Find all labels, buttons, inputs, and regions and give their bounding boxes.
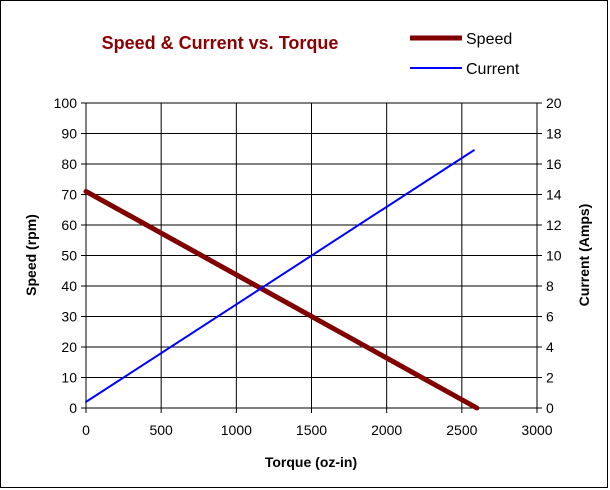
grid xyxy=(86,103,537,408)
series-current-line xyxy=(85,149,475,403)
y2-tick-label: 14 xyxy=(546,187,562,203)
series-speed-line xyxy=(83,188,480,411)
y-tick-label: 80 xyxy=(61,156,77,172)
y2-tick-label: 2 xyxy=(546,370,554,386)
y-tick-label: 50 xyxy=(61,248,77,264)
legend: Speed Current xyxy=(410,31,520,78)
y-tick-label: 100 xyxy=(54,95,78,111)
legend-current-label: Current xyxy=(466,61,520,78)
y-tick-label: 90 xyxy=(61,126,77,142)
y-tick-label: 60 xyxy=(61,217,77,233)
x-tick-label: 1500 xyxy=(296,422,327,438)
ticks: 0102030405060708090100024681012141618200… xyxy=(54,95,562,438)
y2-tick-label: 18 xyxy=(546,126,562,142)
y2-tick-label: 16 xyxy=(546,156,562,172)
y-tick-label: 0 xyxy=(69,400,77,416)
y2-axis-label: Current (Amps) xyxy=(576,204,592,307)
y-axis-label: Speed (rpm) xyxy=(23,214,39,296)
y2-tick-label: 12 xyxy=(546,217,562,233)
y2-tick-label: 0 xyxy=(546,400,554,416)
x-tick-label: 2500 xyxy=(446,422,477,438)
y2-tick-label: 10 xyxy=(546,248,562,264)
y-tick-label: 20 xyxy=(61,339,77,355)
y2-tick-label: 20 xyxy=(546,95,562,111)
series-layer xyxy=(83,149,480,411)
x-tick-label: 1000 xyxy=(221,422,252,438)
y-tick-label: 40 xyxy=(61,278,77,294)
x-tick-label: 500 xyxy=(149,422,173,438)
y2-tick-label: 4 xyxy=(546,339,554,355)
x-tick-label: 2000 xyxy=(371,422,402,438)
chart-title: Speed & Current vs. Torque xyxy=(102,33,339,53)
x-axis-label: Torque (oz-in) xyxy=(265,454,357,470)
y-tick-label: 30 xyxy=(61,309,77,325)
legend-speed-label: Speed xyxy=(466,31,512,48)
y2-tick-label: 8 xyxy=(546,278,554,294)
x-tick-label: 3000 xyxy=(521,422,552,438)
y2-tick-label: 6 xyxy=(546,309,554,325)
x-tick-label: 0 xyxy=(82,422,90,438)
y-tick-label: 10 xyxy=(61,370,77,386)
y-tick-label: 70 xyxy=(61,187,77,203)
